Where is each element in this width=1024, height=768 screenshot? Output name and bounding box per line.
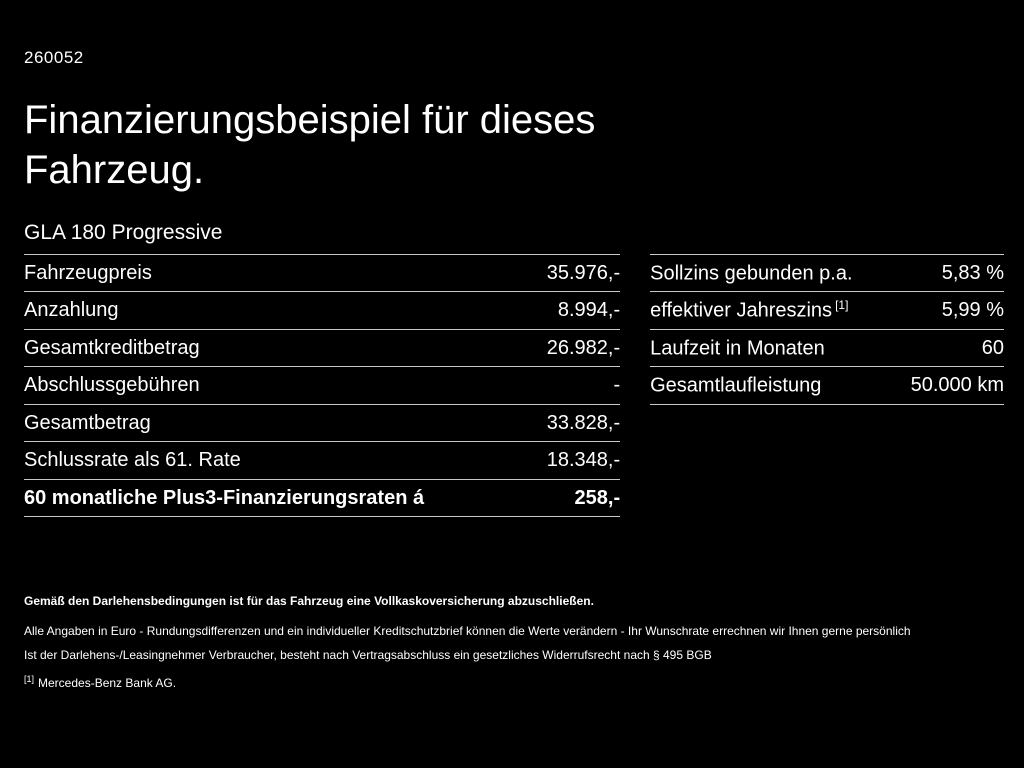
row-label: Gesamtkreditbetrag [24,336,200,359]
table-row: Gesamtlaufleistung 50.000 km [650,366,1004,404]
row-value: 33.828,- [546,411,621,434]
table-row: Sollzins gebunden p.a. 5,83 % [650,253,1004,292]
row-label: Sollzins gebunden p.a. [650,262,853,285]
vehicle-model: GLA 180 Progressive [24,220,223,244]
row-value: 60 [981,336,1004,359]
table-row: Schlussrate als 61. Rate 18.348,- [24,441,621,479]
financing-table-right: Sollzins gebunden p.a. 5,83 % effektiver… [650,253,1004,405]
row-label: 60 monatliche Plus3-Finanzierungsraten á [24,486,425,509]
row-value: 5,83 % [941,261,1004,284]
financing-table-left: Fahrzeugpreis 35.976,- Anzahlung 8.994,-… [24,253,621,518]
table-row: effektiver Jahreszins [1] 5,99 % [650,291,1004,329]
row-label: Laufzeit in Monaten [650,337,825,360]
row-label: Abschlussgebühren [24,374,200,397]
row-label: Gesamtbetrag [24,411,151,434]
footnote-ref: [1] [24,674,35,684]
row-value: 35.976,- [546,261,621,284]
table-row: Anzahlung 8.994,- [24,291,621,329]
row-label: effektiver Jahreszins [1] [650,298,849,322]
offer-number: 260052 [24,48,84,67]
page-title: Finanzierungsbeispiel für dieses Fahrzeu… [24,97,596,192]
table-row: Gesamtkreditbetrag 26.982,- [24,328,621,367]
row-label: Fahrzeugpreis [24,261,152,284]
table-row: Abschlussgebühren - [24,366,621,404]
row-value: 5,99 % [941,299,1004,322]
footnote-ref: [1] [835,298,849,313]
row-value: 26.982,- [546,336,621,359]
disclaimer-note: Alle Angaben in Euro - Rundungsdifferenz… [24,624,911,638]
row-value: - [613,374,621,397]
row-label: Anzahlung [24,299,119,322]
table-row-monthly-rate: 60 monatliche Plus3-Finanzierungsraten á… [24,478,621,517]
row-value: 50.000 km [910,374,1004,397]
row-value: 18.348,- [546,449,621,472]
table-row: Laufzeit in Monaten 60 [650,328,1004,367]
row-value: 258,- [574,486,621,509]
footer-notes: Gemäß den Darlehensbedingungen ist für d… [24,594,1000,690]
table-row: Gesamtbetrag 33.828,- [24,403,621,442]
row-label: Gesamtlaufleistung [650,374,822,397]
row-label: Schlussrate als 61. Rate [24,449,241,472]
legal-note: Ist der Darlehens-/Leasingnehmer Verbrau… [24,648,712,662]
row-value: 8.994,- [557,299,621,322]
bank-note: [1] Mercedes-Benz Bank AG. [24,674,177,690]
table-row: Fahrzeugpreis 35.976,- [24,253,621,292]
insurance-note: Gemäß den Darlehensbedingungen ist für d… [24,594,594,608]
financing-tables: Fahrzeugpreis 35.976,- Anzahlung 8.994,-… [24,253,1004,518]
